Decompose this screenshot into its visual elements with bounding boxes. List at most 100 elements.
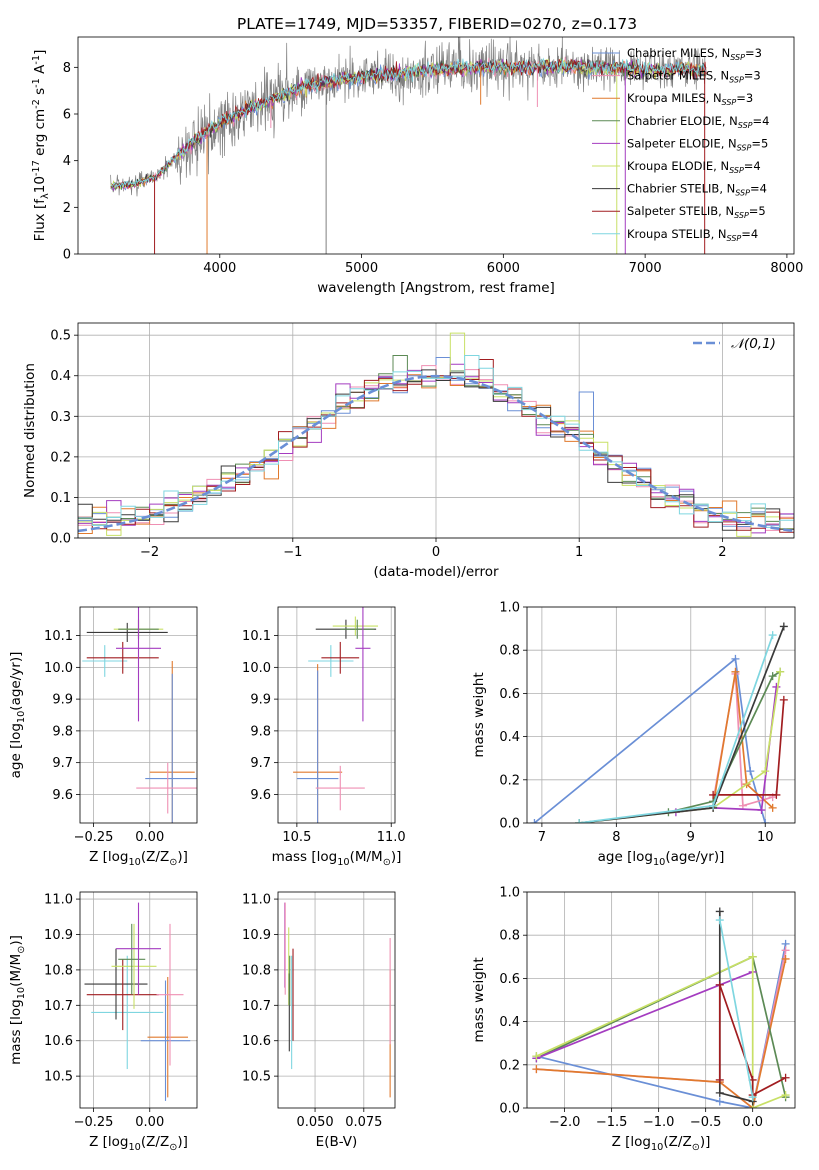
- weight-marker-chabrier-stelib: [715, 1088, 724, 1097]
- legend-label-text: Chabrier MILES, N: [627, 46, 730, 60]
- x-tick-label: −0.25: [74, 830, 114, 845]
- legend-value: =5: [751, 136, 768, 150]
- legend-label-chabrier-stelib: Chabrier STELIB, NSSP=4: [627, 182, 767, 198]
- mass-vs-ebv-panel: 0.050 0.075 10.5 10.6 10.7 10.8 10.9 11.0 E(B-V): [242, 891, 396, 1150]
- x-tick-label: 8000: [770, 261, 803, 276]
- legend-label-text: Kroupa MILES, N: [627, 91, 722, 105]
- plot-area: [530, 622, 788, 823]
- y-tick-label: 0.2: [50, 450, 71, 465]
- legend-subscript: SSP: [729, 76, 744, 85]
- y-tick-label: 0.8: [499, 929, 520, 944]
- label-subscript: ⊙: [16, 946, 27, 954]
- x-axis-label: (data-model)/error: [373, 564, 499, 580]
- y-tick-label: 9.9: [52, 693, 73, 708]
- axes-frame: [277, 891, 396, 1109]
- label-superscript: -1: [31, 78, 42, 88]
- weight-marker-kroupa-stelib: [709, 801, 718, 810]
- x-tick-label: −1: [283, 545, 302, 560]
- legend-label-normal: 𝒩(0,1): [731, 336, 776, 352]
- y-tick-label: 11.0: [44, 893, 73, 908]
- y-tick-label: 9.7: [250, 756, 271, 771]
- label-text: )]: [700, 1134, 711, 1150]
- weight-marker-chabrier-miles: [715, 1097, 724, 1106]
- label-superscript: -17: [31, 160, 42, 176]
- label-text: (age/yr)]: [665, 849, 724, 865]
- legend-subscript: SSP: [730, 53, 745, 62]
- weight-line-kroupa-elodie: [579, 671, 781, 823]
- legend-label-kroupa-miles: Kroupa MILES, NSSP=3: [627, 91, 753, 107]
- y-axis-label: mass [log10​(M/M⊙​)]: [8, 935, 27, 1065]
- weight-line-kroupa-miles: [536, 958, 787, 1108]
- label-subscript: 10: [337, 857, 349, 868]
- x-tick-label: 7000: [629, 261, 662, 276]
- label-text: Normed distribution: [22, 363, 38, 498]
- label-text: s: [32, 88, 48, 99]
- y-tick-label: 0.1: [50, 491, 71, 506]
- label-text: (Z/Z: [141, 849, 169, 865]
- legend-subscript: SSP: [727, 234, 742, 243]
- y-axis-label: Normed distribution: [22, 363, 38, 498]
- y-axis-label: mass weight: [471, 672, 487, 757]
- weight-marker-kroupa-elodie: [776, 667, 785, 676]
- label-text: (Z/Z: [141, 1134, 169, 1150]
- x-axis-label: wavelength [Angstrom, rest frame]: [317, 280, 555, 296]
- y-tick-label: 10.7: [44, 999, 73, 1014]
- y-tick-label: 9.8: [250, 724, 271, 739]
- x-tick-label: −2.0: [549, 1115, 581, 1130]
- age-vs-metallicity-panel: −0.25 0.00 9.6 9.7 9.8 9.9 10.0 10.1 Z [log10​(Z…: [8, 606, 198, 868]
- y-tick-label: 11.0: [242, 893, 271, 908]
- x-tick-label: 0.00: [135, 830, 164, 845]
- weight-line-chabrier-miles: [533, 657, 767, 823]
- histogram-salpeter-stelib: [78, 359, 794, 533]
- histogram-chabrier-elodie: [78, 355, 794, 533]
- weight-marker-kroupa-stelib: [768, 631, 777, 640]
- plot-area: [532, 907, 790, 1108]
- y-tick-label: 10.0: [242, 661, 271, 676]
- weight-line-kroupa-stelib: [718, 919, 754, 1098]
- residuals-histogram-panel: −2 −1 0 1 2 0.0 0.1 0.2 0.3 0.4 0.5 (data-model)/er…: [22, 322, 795, 580]
- label-superscript: -2: [31, 99, 42, 109]
- label-subscript: 10: [651, 1142, 663, 1153]
- label-text: E(B-V): [316, 1134, 358, 1150]
- legend-value: =5: [749, 204, 766, 218]
- legend-label-text: Kroupa ELODIE, N: [627, 159, 729, 173]
- label-text: (M/M: [8, 954, 24, 987]
- y-tick-label: 10.6: [44, 1034, 73, 1049]
- x-tick-label: 4000: [203, 261, 236, 276]
- label-text: age [log: [8, 723, 24, 778]
- legend-label-salpeter-miles: Salpeter MILES, NSSP=3: [627, 69, 761, 85]
- y-tick-label: 10.8: [242, 963, 271, 978]
- weight-marker-kroupa-miles: [781, 954, 790, 963]
- axes-frame: [277, 606, 396, 824]
- y-tick-label: 9.7: [52, 756, 73, 771]
- label-subscript: ⊙: [692, 1142, 700, 1153]
- weight-marker-kroupa-stelib: [748, 1093, 757, 1102]
- axes-frame: [79, 891, 198, 1109]
- weight-marker-kroupa-stelib: [575, 819, 584, 823]
- legend-value: =4: [753, 114, 770, 128]
- weight-marker-kroupa-miles: [532, 1065, 541, 1074]
- y-tick-label: 9.6: [52, 788, 73, 803]
- y-tick-label: 0.6: [499, 687, 520, 702]
- label-subscript: ⊙: [383, 857, 391, 868]
- label-text: Z [log: [612, 1134, 651, 1150]
- legend-subscript: SSP: [735, 189, 750, 198]
- model-fit-kroupa-stelib: [110, 57, 707, 189]
- weight-marker-kroupa-stelib: [715, 916, 724, 925]
- legend-label-text: Salpeter STELIB, N: [627, 204, 734, 218]
- x-tick-label: 9: [687, 830, 695, 845]
- y-tick-label: 0.5: [50, 329, 71, 344]
- label-subscript: ⊙: [169, 857, 177, 868]
- weight-marker-salpeter-elodie: [757, 806, 766, 815]
- label-text: (data-model)/error: [373, 564, 499, 580]
- legend-label-text: Kroupa STELIB, N: [627, 227, 727, 241]
- label-text: )]: [8, 935, 24, 946]
- legend-subscript: SSP: [722, 98, 737, 107]
- figure-title: PLATE=1749, MJD=53357, FIBERID=0270, z=0…: [237, 15, 637, 33]
- x-tick-label: −0.5: [690, 1115, 722, 1130]
- x-tick-label: 0.050: [296, 1115, 333, 1130]
- legend-value: =4: [741, 227, 758, 241]
- y-axis-label: mass weight: [471, 957, 487, 1042]
- y-tick-label: 10.8: [44, 963, 73, 978]
